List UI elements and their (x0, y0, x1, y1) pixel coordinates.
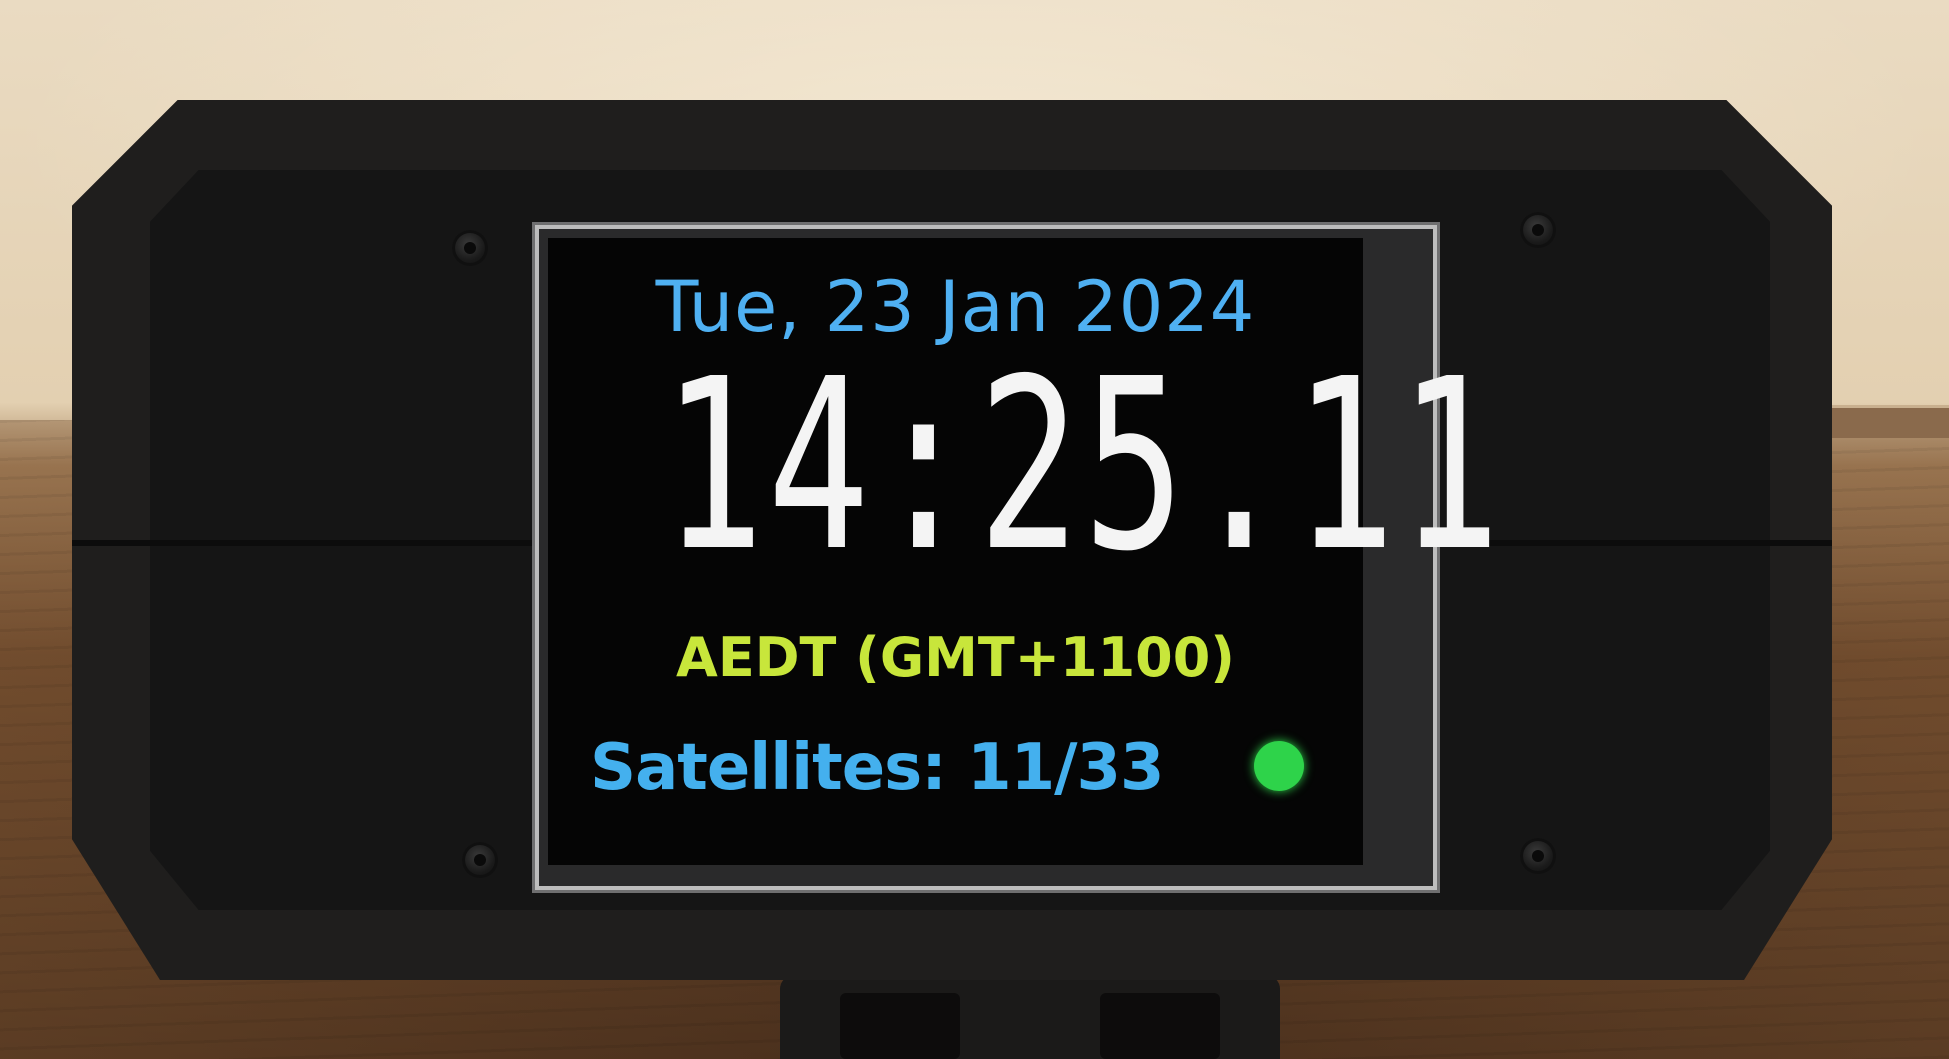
date-display: Tue, 23 Jan 2024 (655, 266, 1256, 348)
satellites-display: Satellites: 11/33 (590, 731, 1165, 805)
device-stand (780, 975, 1280, 1059)
stand-slot-left (840, 993, 960, 1059)
time-display: 14:25.11 (662, 328, 1504, 603)
status-dot-icon (1254, 741, 1304, 791)
screw-bottom-left-icon (462, 842, 498, 878)
gps-clock-screen: Tue, 23 Jan 2024 14:25.11 AEDT (GMT+1100… (548, 238, 1504, 865)
screw-top-right-icon (1520, 212, 1556, 248)
timezone-display: AEDT (GMT+1100) (676, 626, 1235, 689)
stand-slot-right (1100, 993, 1220, 1059)
screw-top-left-icon (452, 230, 488, 266)
screw-bottom-right-icon (1520, 838, 1556, 874)
